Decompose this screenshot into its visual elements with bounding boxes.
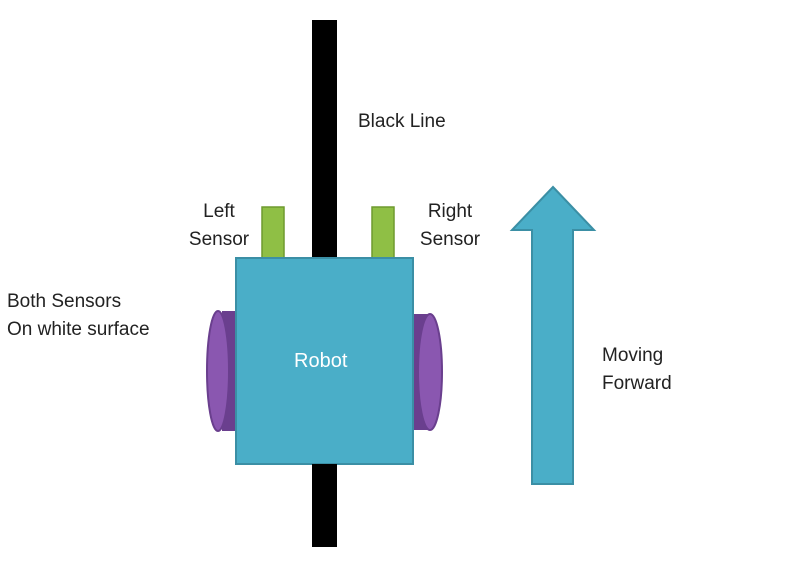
black-line-label: Black Line xyxy=(358,111,446,132)
right-sensor-label: Right Sensor xyxy=(412,198,488,254)
both-sensors-label-line2: On white surface xyxy=(7,319,150,340)
left-sensor-label: Left Sensor xyxy=(184,198,254,254)
both-sensors-label: Both Sensors On white surface xyxy=(7,288,150,344)
both-sensors-label-line1: Both Sensors xyxy=(7,291,122,312)
right-wheel xyxy=(414,313,443,431)
left-sensor-label-line1: Left xyxy=(203,201,235,222)
left-wheel xyxy=(206,310,236,432)
forward-arrow xyxy=(509,185,597,485)
right-sensor xyxy=(371,206,395,260)
moving-forward-label-line1: Moving xyxy=(602,345,664,366)
right-sensor-label-line2: Sensor xyxy=(419,229,481,250)
moving-forward-label-line2: Forward xyxy=(602,373,672,394)
left-sensor xyxy=(261,206,285,260)
robot-body xyxy=(235,257,414,465)
right-sensor-label-line1: Right xyxy=(427,201,473,222)
black-line-lower xyxy=(312,464,337,547)
left-sensor-label-line2: Sensor xyxy=(188,229,250,250)
moving-forward-label: Moving Forward xyxy=(602,342,672,398)
robot-label: Robot xyxy=(294,350,348,372)
